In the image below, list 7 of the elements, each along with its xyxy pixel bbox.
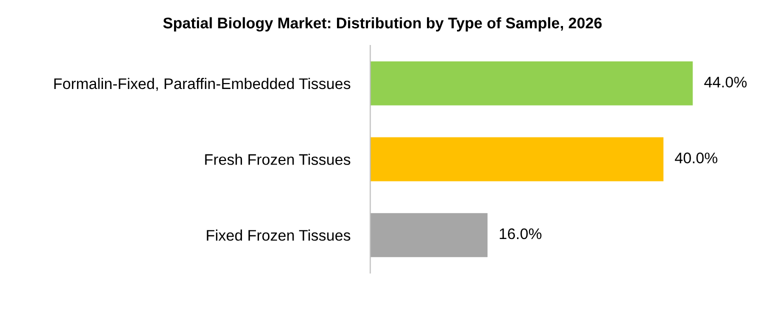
chart-title: Spatial Biology Market: Distribution by Type of Sample, 2026 <box>163 17 602 32</box>
data-label: 44.0% <box>704 76 747 88</box>
y-tick-label: Fixed Frozen Tissues <box>206 230 350 241</box>
data-label: 16.0% <box>500 228 542 240</box>
y-tick-label: Formalin-Fixed, Paraffin-Embedded Tissues <box>54 78 350 91</box>
data-label: 40.0% <box>674 152 718 164</box>
y-tick-label: Fresh Frozen Tissues <box>205 154 350 165</box>
